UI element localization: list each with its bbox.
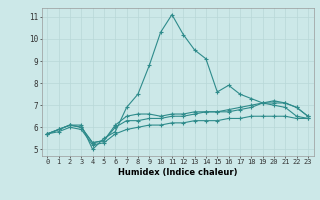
X-axis label: Humidex (Indice chaleur): Humidex (Indice chaleur): [118, 168, 237, 177]
